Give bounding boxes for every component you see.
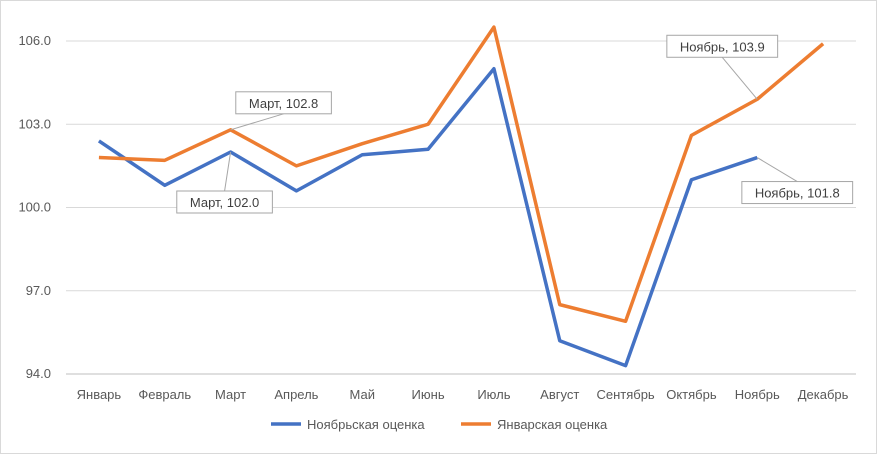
y-tick-label: 94.0 <box>26 366 51 381</box>
annotation-label: Март, 102.8 <box>249 96 318 111</box>
annotation-leader <box>231 114 284 130</box>
y-tick-label: 97.0 <box>26 283 51 298</box>
y-tick-label: 103.0 <box>18 116 51 131</box>
x-tick-label: Июнь <box>412 387 445 402</box>
x-tick-label: Февраль <box>138 387 191 402</box>
y-tick-label: 106.0 <box>18 33 51 48</box>
annotation-label: Ноябрь, 101.8 <box>755 186 840 201</box>
annotation-label: Март, 102.0 <box>190 195 259 210</box>
x-tick-label: Январь <box>77 387 122 402</box>
series-line-2 <box>99 27 823 321</box>
x-tick-label: Июль <box>477 387 510 402</box>
y-tick-label: 100.0 <box>18 200 51 215</box>
x-tick-label: Август <box>540 387 579 402</box>
x-tick-label: Октябрь <box>666 387 717 402</box>
legend-label-2: Январская оценка <box>497 417 608 432</box>
annotation-leader <box>757 158 797 182</box>
x-tick-label: Ноябрь <box>735 387 780 402</box>
x-tick-label: Март <box>215 387 246 402</box>
legend-label-1: Ноябрьская оценка <box>307 417 425 432</box>
x-tick-label: Декабрь <box>798 387 849 402</box>
series-line-1 <box>99 69 757 366</box>
x-tick-label: Сентябрь <box>596 387 654 402</box>
x-tick-label: Май <box>350 387 375 402</box>
annotation-leader <box>722 57 757 99</box>
annotation-label: Ноябрь, 103.9 <box>680 39 765 54</box>
annotation-leader <box>225 152 231 191</box>
x-tick-label: Апрель <box>274 387 318 402</box>
